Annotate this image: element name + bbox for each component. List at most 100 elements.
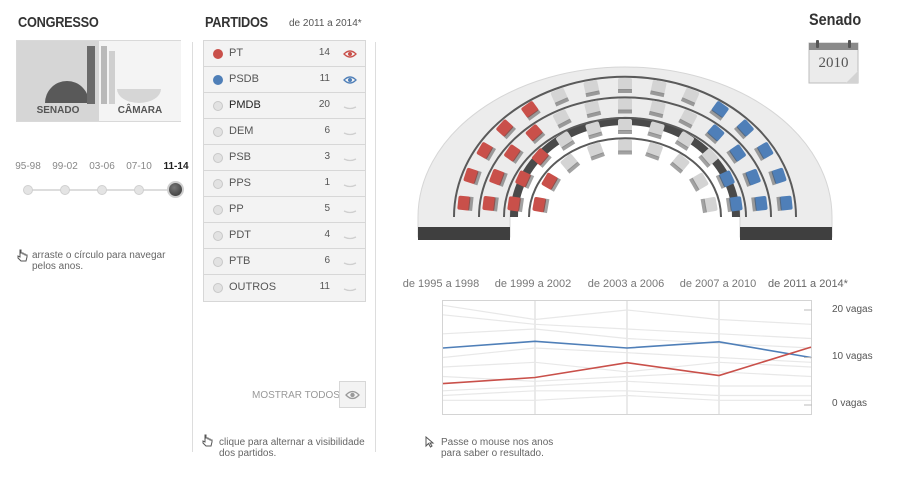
slider-stop[interactable] <box>97 185 107 195</box>
senate-seat <box>587 142 605 161</box>
eye-closed-icon[interactable] <box>343 178 357 190</box>
senate-seat <box>689 172 709 192</box>
seats-line-chart[interactable] <box>442 300 812 415</box>
slider-stop[interactable] <box>60 185 70 195</box>
eye-closed-icon[interactable] <box>343 256 357 268</box>
parties-title: PARTIDOS <box>205 14 268 31</box>
party-color-dot <box>213 231 223 241</box>
party-seat-count: 14 <box>318 47 330 58</box>
senate-seat <box>515 170 535 189</box>
senate-seat <box>647 121 665 140</box>
party-name: PSB <box>229 151 252 163</box>
party-color-dot <box>213 49 223 59</box>
parties-period: de 2011 a 2014* <box>289 18 362 29</box>
party-color-dot <box>213 283 223 293</box>
eye-closed-icon[interactable] <box>343 204 357 216</box>
senate-seat <box>476 142 497 162</box>
senate-seat <box>649 79 667 98</box>
background-series-line <box>442 390 811 397</box>
party-color-dot <box>213 179 223 189</box>
party-row-outros[interactable]: OUTROS 11 <box>204 275 365 301</box>
eye-closed-icon[interactable] <box>343 126 357 138</box>
camara-label: CÂMARA <box>117 105 163 116</box>
senate-seat <box>618 139 632 155</box>
period-slider-handle[interactable] <box>167 181 184 198</box>
party-name: PT <box>229 47 244 59</box>
party-row-pdt[interactable]: PDT 4 <box>204 223 365 249</box>
party-color-dot <box>213 127 223 137</box>
party-row-dem[interactable]: DEM 6 <box>204 119 365 145</box>
senate-seat <box>585 121 603 140</box>
party-row-pp[interactable]: PP 5 <box>204 197 365 223</box>
y-tick-0: 0 vagas <box>832 398 868 409</box>
slider-stop[interactable] <box>134 185 144 195</box>
senate-seat <box>553 109 572 129</box>
senado-label: SENADO <box>36 105 80 116</box>
slider-hint: arraste o círculo para navegar pelos ano… <box>32 250 165 272</box>
senado-button[interactable]: SENADO <box>17 41 99 121</box>
slider-stop[interactable] <box>23 185 33 195</box>
show-all-button[interactable] <box>339 381 366 408</box>
year-1999-2002[interactable]: de 1999 a 2002 <box>494 278 572 290</box>
senate-seat <box>753 142 774 162</box>
party-row-pps[interactable]: PPS 1 <box>204 171 365 197</box>
party-color-dot <box>213 101 223 111</box>
eye-closed-icon[interactable] <box>343 282 357 294</box>
party-seat-count: 6 <box>324 255 330 266</box>
party-list: PT 14 PSDB 11 PMDB 20 DEM 6 PSB 3 PPS 1 PP 5 PDT 4 PTB 6 O… <box>203 40 366 302</box>
y-tick-10: 10 vagas <box>832 351 873 362</box>
eye-closed-icon[interactable] <box>343 230 357 242</box>
year-2003-2006[interactable]: de 2003 a 2006 <box>587 278 665 290</box>
party-row-psb[interactable]: PSB 3 <box>204 145 365 171</box>
senate-seat <box>550 87 570 107</box>
period-11-14[interactable]: 11-14 <box>163 161 189 172</box>
party-row-pt[interactable]: PT 14 <box>204 41 365 67</box>
calendar-icon <box>808 40 859 84</box>
senate-seat <box>482 196 499 212</box>
party-row-psdb[interactable]: PSDB 11 <box>204 67 365 93</box>
background-series-line <box>443 394 811 401</box>
parties-hint: clique para alternar a visibilidade dos … <box>219 437 365 459</box>
slider-hint-line1: arraste o círculo para navegar <box>32 250 166 261</box>
party-color-dot <box>213 257 223 267</box>
party-name: PDT <box>229 229 251 241</box>
column-divider <box>375 42 376 452</box>
camara-button[interactable]: CÂMARA <box>99 41 181 121</box>
senate-seat <box>726 144 746 164</box>
period-03-06[interactable]: 03-06 <box>89 161 115 172</box>
year-2007-2010[interactable]: de 2007 a 2010 <box>679 278 757 290</box>
party-row-ptb[interactable]: PTB 6 <box>204 249 365 275</box>
party-color-dot <box>213 153 223 163</box>
eye-closed-icon[interactable] <box>343 152 357 164</box>
year-1995-1998[interactable]: de 1995 a 1998 <box>402 278 480 290</box>
eye-closed-icon[interactable] <box>343 100 357 112</box>
senate-seat <box>704 124 725 145</box>
party-row-pmdb[interactable]: PMDB 20 <box>204 93 365 119</box>
background-series-line <box>442 304 812 325</box>
senate-seat <box>776 195 793 211</box>
party-name: DEM <box>229 125 254 137</box>
senado-chamber-icon <box>45 46 95 104</box>
senate-seat <box>751 196 768 212</box>
senate-seat <box>457 195 474 211</box>
background-series-line <box>442 328 812 349</box>
senate-seat <box>541 172 561 192</box>
year-2011-2014[interactable]: de 2011 a 2014* <box>768 278 848 290</box>
party-name: PMDB <box>229 99 261 111</box>
senate-seat <box>507 196 525 213</box>
period-07-10[interactable]: 07-10 <box>126 161 152 172</box>
eye-icon[interactable] <box>343 48 357 60</box>
eye-icon[interactable] <box>343 74 357 86</box>
senate-seat <box>489 169 508 187</box>
senate-seat <box>678 109 697 129</box>
period-95-98[interactable]: 95-98 <box>15 161 41 172</box>
senate-seat <box>715 170 735 189</box>
period-99-02[interactable]: 99-02 <box>52 161 78 172</box>
party-seat-count: 20 <box>318 99 330 110</box>
senate-seat <box>525 124 546 145</box>
senate-seat <box>768 167 787 186</box>
senate-seat <box>532 197 550 214</box>
senate-seat <box>725 196 743 213</box>
party-seat-count: 5 <box>324 203 330 214</box>
senate-seat <box>674 131 694 151</box>
